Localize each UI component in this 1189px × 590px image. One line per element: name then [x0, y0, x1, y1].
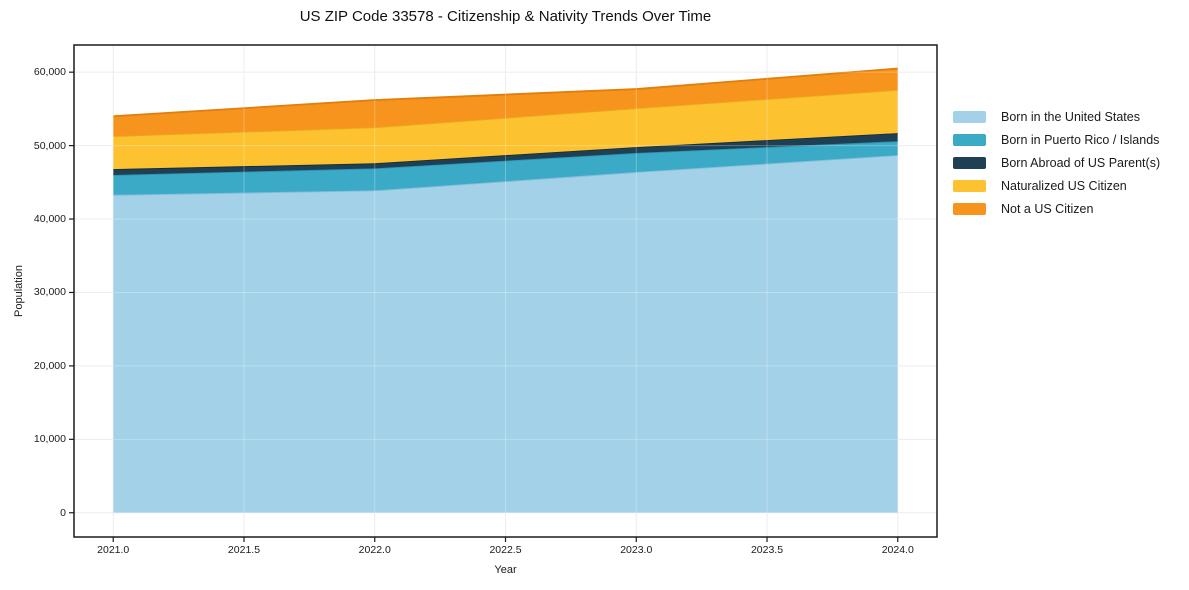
legend-label: Born in Puerto Rico / Islands [1001, 132, 1160, 147]
legend-label: Born Abroad of US Parent(s) [1001, 155, 1161, 170]
area-born-in-puerto-rico-islands [113, 141, 898, 195]
x-tick-label: 2023.0 [620, 544, 653, 556]
legend-swatch-icon [953, 156, 986, 169]
legend-label: Born in the United States [1001, 109, 1140, 124]
legend-item: Born in Puerto Rico / Islands [953, 128, 1160, 151]
legend-item: Born Abroad of US Parent(s) [953, 151, 1160, 174]
legend-item: Not a US Citizen [953, 197, 1160, 220]
y-tick-label: 20,000 [33, 359, 66, 372]
chart-title: US ZIP Code 33578 - Citizenship & Nativi… [299, 8, 712, 25]
legend-swatch-icon [953, 110, 986, 123]
y-tick-label: 0 [60, 506, 66, 519]
legend-swatch-icon [953, 179, 986, 192]
legend-swatch-icon [953, 202, 986, 215]
x-tick-label: 2023.5 [750, 544, 784, 556]
area-not-a-us-citizen [113, 68, 898, 137]
legend-swatch-icon [953, 133, 986, 146]
x-axis-label: Year [494, 564, 517, 576]
x-tick-label: 2022.5 [489, 544, 522, 556]
legend-item: Naturalized US Citizen [953, 174, 1160, 197]
y-tick-label: 10,000 [33, 433, 66, 446]
y-tick-label: 30,000 [33, 286, 66, 299]
area-edge-not-a-us-citizen [113, 67, 898, 118]
x-tick-label: 2022.0 [358, 544, 391, 556]
x-tick-label: 2021.5 [227, 544, 261, 556]
area-naturalized-us-citizen [113, 89, 898, 170]
legend-item: Born in the United States [953, 105, 1160, 128]
x-tick-label: 2021.0 [97, 544, 130, 556]
y-tick-label: 60,000 [33, 66, 66, 79]
legend-label: Naturalized US Citizen [1001, 178, 1127, 193]
y-tick-label: 50,000 [33, 139, 66, 152]
x-tick-label: 2024.0 [881, 544, 914, 556]
y-tick-label: 40,000 [33, 213, 66, 226]
area-born-in-the-united-states [113, 155, 898, 513]
legend-label: Not a US Citizen [1001, 201, 1094, 216]
legend: Born in the United States Born in Puerto … [953, 105, 1160, 220]
